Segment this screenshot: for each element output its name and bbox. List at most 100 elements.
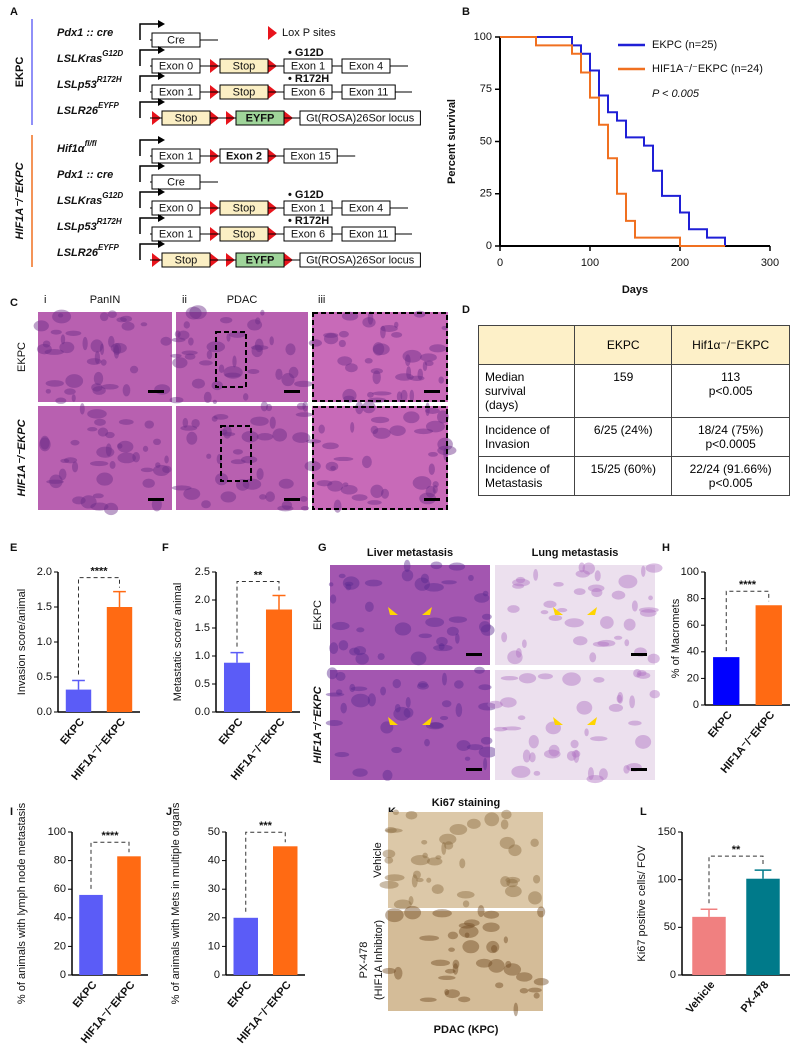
tissue-texture xyxy=(292,432,311,443)
tissue-texture xyxy=(456,891,475,899)
tissue-texture xyxy=(340,702,347,714)
x-tick-label: PX-478 xyxy=(739,979,772,1015)
arrow-head xyxy=(158,240,165,248)
tissue-texture xyxy=(191,378,206,389)
tissue-texture xyxy=(403,559,411,573)
rotated-label: Vehicle xyxy=(372,842,384,877)
tissue-texture xyxy=(350,421,355,433)
bar xyxy=(117,856,141,975)
tissue-texture xyxy=(409,389,415,403)
tissue-texture xyxy=(345,363,358,373)
tissue-texture xyxy=(352,768,368,777)
table-cell: 18/24 (75%) p<0.0005 xyxy=(671,417,790,457)
legend-label: HIF1A⁻/⁻EKPC (n=24) xyxy=(652,63,763,75)
tissue-texture xyxy=(342,388,357,403)
y-tick-label: 50 xyxy=(480,135,492,147)
y-tick-label: 2.5 xyxy=(195,566,210,578)
tissue-texture xyxy=(501,809,512,820)
rotated-label: HIF1A⁻/⁻EKPC xyxy=(16,418,28,496)
bar xyxy=(273,846,298,975)
tissue-texture xyxy=(90,502,109,511)
allele-sup: R172H xyxy=(97,75,122,84)
box-label: Exon 1 xyxy=(159,150,193,162)
y-tick-label: 100 xyxy=(658,874,676,886)
tissue-texture xyxy=(428,451,438,457)
exon-box xyxy=(219,84,269,100)
tissue-texture xyxy=(628,720,642,726)
tissue-texture xyxy=(344,581,354,587)
tissue-texture xyxy=(183,487,201,500)
row-label-line: Metastasis xyxy=(485,476,543,490)
tissue-texture xyxy=(482,590,489,597)
tissue-texture xyxy=(448,947,455,952)
tissue-texture xyxy=(424,360,434,367)
tissue-texture xyxy=(380,488,390,499)
tissue-texture xyxy=(611,590,626,600)
mutation-note: • G12D xyxy=(288,47,324,59)
tissue-texture xyxy=(631,600,638,612)
micrograph xyxy=(38,312,172,402)
tissue-texture xyxy=(218,364,225,373)
arrow xyxy=(388,607,398,615)
tissue-texture xyxy=(92,386,106,395)
tissue-texture xyxy=(331,621,350,631)
error-bar xyxy=(113,590,126,607)
error-bar xyxy=(72,679,85,690)
tissue-texture xyxy=(501,632,508,643)
tissue-texture xyxy=(507,650,523,665)
tissue-texture xyxy=(86,358,102,365)
arrow-head xyxy=(158,46,165,54)
tissue-texture xyxy=(70,439,80,446)
tissue-texture xyxy=(265,491,275,502)
cell-line: p<0.005 xyxy=(708,476,753,490)
zoom-box xyxy=(312,312,448,402)
tissue-texture xyxy=(87,409,107,419)
significance-bracket xyxy=(90,841,130,889)
tissue-texture xyxy=(232,449,243,455)
tissue-texture xyxy=(250,416,269,426)
row-label: Incidence of Invasion xyxy=(477,417,576,457)
tissue-texture xyxy=(474,666,485,674)
tissue-texture xyxy=(499,836,515,850)
tissue-texture xyxy=(140,467,154,473)
tissue-texture xyxy=(96,446,115,458)
exon-box xyxy=(219,58,269,74)
tissue-texture xyxy=(226,333,231,342)
allele-sup: R172H xyxy=(97,217,122,226)
tissue-texture xyxy=(442,672,447,686)
rotated-label: EKPC xyxy=(14,57,26,88)
rotated-label: % of Macromets xyxy=(670,598,682,678)
exon-box xyxy=(283,226,333,242)
tissue-texture xyxy=(426,877,432,883)
tissue-texture xyxy=(87,427,98,432)
tissue-texture xyxy=(447,931,459,940)
tissue-texture xyxy=(107,310,117,318)
panel-letter: B xyxy=(462,6,470,18)
tissue-texture xyxy=(403,707,414,718)
cell-line: 159 xyxy=(613,370,634,384)
promoter-arrow xyxy=(139,75,158,92)
tissue-texture xyxy=(592,641,610,647)
micrograph xyxy=(388,911,543,1011)
scale-bar xyxy=(284,390,300,393)
tissue-texture xyxy=(285,343,296,356)
tissue-texture xyxy=(361,455,372,469)
tissue-texture xyxy=(591,588,603,598)
x-tick-label: 0 xyxy=(497,257,503,269)
tissue-texture xyxy=(400,389,408,402)
tissue-texture xyxy=(405,696,411,708)
arrow xyxy=(587,607,597,615)
tissue-texture xyxy=(328,582,334,587)
promoter-arrow xyxy=(139,217,158,234)
tissue-texture xyxy=(444,968,456,974)
tissue-texture xyxy=(60,458,70,463)
exon-box xyxy=(151,226,201,242)
tissue-texture xyxy=(342,576,360,590)
significance-bracket xyxy=(245,831,286,912)
exon-box xyxy=(219,226,269,242)
tissue-texture xyxy=(151,497,162,512)
tissue-texture xyxy=(637,670,647,677)
tissue-texture xyxy=(338,573,346,579)
tissue-texture xyxy=(206,350,213,360)
